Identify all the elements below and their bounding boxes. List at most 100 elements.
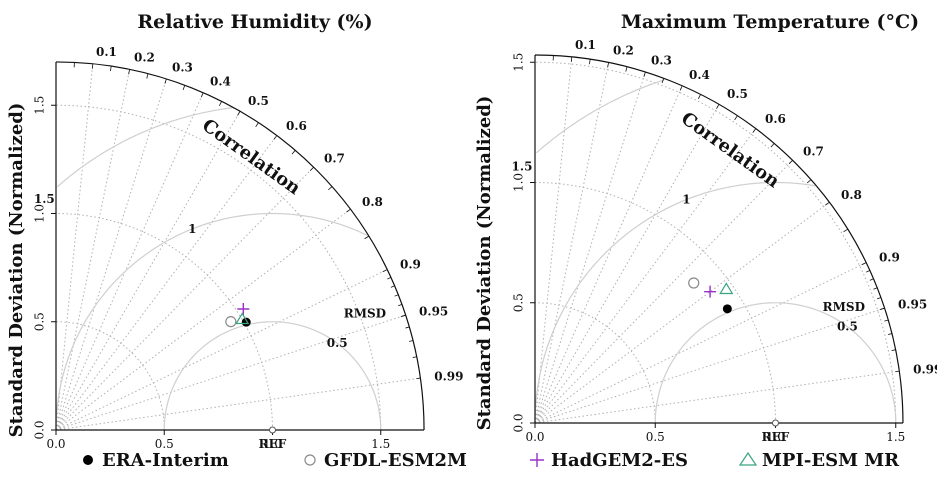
y-tick-label: 0.5	[33, 312, 47, 331]
correlation-outer-arc	[534, 54, 904, 424]
correlation-ray	[55, 208, 351, 431]
correlation-minor-tick	[869, 278, 874, 281]
panel-title: Maximum Temperature (°C)	[621, 11, 919, 33]
gfdl-esm2m-marker	[225, 316, 237, 328]
correlation-ray	[55, 78, 167, 431]
correlation-minor-tick	[91, 63, 94, 69]
rmsd-contour	[55, 212, 368, 430]
correlation-minor-tick	[309, 166, 314, 172]
correlation-tick-label: 0.99	[913, 362, 937, 376]
correlation-minor-tick	[876, 297, 882, 300]
correlation-minor-tick	[409, 340, 414, 342]
correlation-ray	[55, 92, 204, 431]
correlation-tick-label: 0.2	[134, 51, 155, 65]
y-tick-label: 1.5	[512, 53, 526, 72]
reference-point-marker	[269, 426, 276, 434]
x-tick-label: 1.5	[371, 437, 390, 451]
y-tick-label: 1.0	[33, 204, 47, 223]
correlation-ray	[534, 56, 573, 424]
hadgem2-es-marker	[237, 303, 250, 316]
correlation-minor-tick	[273, 135, 278, 140]
correlation-minor-tick	[806, 179, 812, 184]
rmsd-contour-label: 1.5	[34, 192, 55, 206]
rmsd-contour-label: 0.5	[837, 320, 858, 334]
correlation-minor-tick	[390, 285, 395, 288]
correlation-minor-tick	[734, 115, 738, 121]
correlation-ray	[534, 159, 793, 424]
correlation-minor-tick	[382, 269, 388, 273]
correlation-ray	[534, 104, 720, 424]
x-tick-label: 0.0	[46, 437, 65, 451]
correlation-ray	[55, 69, 131, 431]
correlation-tick-label: 0.6	[286, 119, 307, 133]
sd-grid-arc	[534, 61, 897, 424]
legend-mpi-esm-mr-marker	[738, 451, 758, 466]
correlation-minor-tick	[679, 85, 683, 91]
sd-grid-arc	[534, 302, 656, 424]
rmsd-contour-label: 0.5	[327, 336, 348, 350]
correlation-ray	[55, 111, 241, 431]
correlation-minor-tick	[405, 326, 410, 329]
x-tick-label: 0.0	[525, 430, 544, 444]
correlation-tick-label: 0.9	[400, 257, 421, 271]
reference-label: REF	[259, 437, 287, 451]
correlation-minor-tick	[891, 349, 896, 351]
sd-grid-arc	[55, 213, 273, 431]
correlation-minor-tick	[291, 150, 296, 155]
correlation-minor-tick	[716, 104, 720, 109]
sd-grid-arc	[534, 182, 776, 424]
correlation-minor-tick	[164, 78, 167, 84]
correlation-minor-tick	[661, 78, 665, 84]
mpi-esm-mr-marker	[719, 282, 734, 295]
rmsd-contour	[163, 321, 382, 431]
correlation-tick-label: 0.4	[689, 68, 710, 82]
correlation-ray	[534, 370, 900, 424]
y-tick-label: 0.0	[33, 420, 47, 439]
correlation-minor-tick	[643, 71, 646, 77]
correlation-minor-tick	[570, 56, 573, 62]
correlation-minor-tick	[625, 66, 628, 72]
rmsd-axis-label: RMSD	[344, 307, 386, 321]
correlation-minor-tick	[200, 92, 204, 98]
correlation-minor-tick	[697, 94, 701, 100]
rmsd-contour-label: 1.5	[512, 159, 533, 173]
taylor-panel-1	[51, 61, 425, 435]
correlation-minor-tick	[825, 201, 830, 206]
correlation-ray	[534, 307, 885, 424]
correlation-minor-tick	[873, 287, 878, 290]
correlation-minor-tick	[398, 304, 403, 307]
legend-label: HadGEM2-ES	[551, 450, 688, 471]
legend-label: ERA-Interim	[102, 450, 229, 471]
correlation-outer-arc	[55, 61, 425, 431]
correlation-tick-label: 0.1	[575, 38, 596, 52]
y-tick-label: 0.5	[512, 293, 526, 312]
correlation-minor-tick	[146, 73, 149, 79]
legend-gfdl-esm2m-marker	[304, 454, 316, 466]
correlation-minor-tick	[128, 69, 131, 75]
legend-hadgem2-es-marker	[530, 453, 544, 467]
rmsd-axis-label: RMSD	[823, 300, 865, 314]
correlation-minor-tick	[182, 85, 186, 91]
taylor-panel-2	[530, 54, 904, 428]
y-tick-label: 1.5	[33, 96, 47, 115]
correlation-tick-label: 0.6	[765, 112, 786, 126]
correlation-minor-tick	[237, 111, 241, 116]
correlation-tick-label: 0.8	[362, 195, 383, 209]
rmsd-contour-label: 1	[188, 222, 196, 236]
correlation-ray	[55, 63, 94, 431]
era-interim-marker	[722, 304, 732, 314]
correlation-minor-tick	[394, 294, 399, 297]
correlation-minor-tick	[364, 235, 370, 240]
legend-era-interim-marker	[83, 455, 93, 465]
gfdl-esm2m-marker	[688, 277, 700, 289]
correlation-tick-label: 0.7	[324, 152, 345, 166]
reference-point-marker	[772, 419, 779, 427]
y-axis-label: Standard Deviation (Normalized)	[474, 96, 495, 431]
correlation-minor-tick	[866, 270, 871, 273]
hadgem2-es-marker	[704, 285, 717, 298]
x-tick-label: 1.5	[886, 430, 905, 444]
rmsd-contour	[654, 302, 897, 424]
correlation-minor-tick	[770, 143, 775, 148]
correlation-tick-label: 0.3	[172, 60, 193, 74]
rmsd-contour-label: 1	[682, 193, 690, 207]
